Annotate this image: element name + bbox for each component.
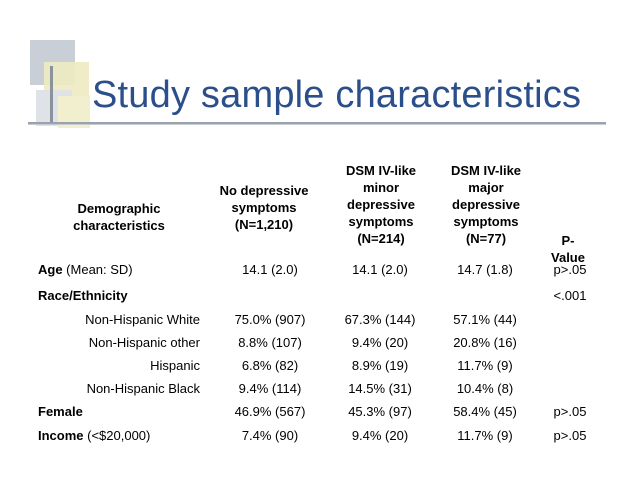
cell-no-depressive: 46.9% (567) [234,404,306,419]
cell-minor: 14.1 (2.0) [352,262,408,277]
cell-p-value: p>.05 [553,428,587,443]
cell-minor: 9.4% (20) [351,335,409,350]
title-underline [28,122,606,124]
header-demographic: Demographic characteristics [73,201,165,233]
row-label: Race/Ethnicity [38,288,128,303]
header-no-depressive: No depressive symptoms (N=1,210) [219,183,309,232]
cell-minor: 14.5% (31) [348,381,412,396]
cell-p-value: p>.05 [553,404,587,419]
cell-no-depressive: 7.4% (90) [241,428,299,443]
row-sublabel: Non-Hispanic other [88,335,200,350]
cell-major: 11.7% (9) [457,358,513,373]
row-sublabel: Non-Hispanic White [85,312,200,327]
cell-no-depressive: 8.8% (107) [238,335,302,350]
row-sublabel: Non-Hispanic Black [86,381,200,396]
title-underline-shadow [28,124,606,125]
cell-major: 58.4% (45) [453,404,517,419]
table-row: Non-Hispanic White 75.0% (907) 67.3% (14… [0,309,638,331]
cell-minor: 9.4% (20) [351,428,409,443]
cell-major: 57.1% (44) [453,312,517,327]
slide-title: Study sample characteristics [92,74,582,116]
table-row: Hispanic 6.8% (82) 8.9% (19) 11.7% (9) [0,355,638,377]
row-sublabel: Hispanic [150,358,200,373]
cell-no-depressive: 14.1 (2.0) [242,262,298,277]
table-row: Income (<$20,000) 7.4% (90) 9.4% (20) 11… [0,425,638,447]
table-row: Female 46.9% (567) 45.3% (97) 58.4% (45)… [0,401,638,423]
header-minor-depressive: DSM IV-like minor depressive symptoms (N… [345,163,417,246]
decor-vertical-rule [50,66,53,122]
row-label: Income (<$20,000) [38,428,151,443]
row-label: Age (Mean: SD) [38,262,133,277]
cell-major: 20.8% (16) [453,335,517,350]
table-row: Age (Mean: SD) 14.1 (2.0) 14.1 (2.0) 14.… [0,259,638,281]
table-row: Non-Hispanic other 8.8% (107) 9.4% (20) … [0,332,638,354]
row-label: Female [38,404,83,419]
table-row: Race/Ethnicity <.001 [0,285,638,307]
header-major-depressive: DSM IV-like major depressive symptoms (N… [450,163,522,246]
cell-minor: 67.3% (144) [344,312,416,327]
cell-p-value: p>.05 [553,262,587,277]
table-row: Non-Hispanic Black 9.4% (114) 14.5% (31)… [0,378,638,400]
cell-major: 11.7% (9) [457,428,513,443]
cell-minor: 8.9% (19) [351,358,409,373]
header-p-value: P-Value [551,233,585,265]
cell-major: 14.7 (1.8) [457,262,513,277]
cell-no-depressive: 6.8% (82) [241,358,299,373]
cell-major: 10.4% (8) [456,381,514,396]
cell-no-depressive: 9.4% (114) [238,381,302,396]
cell-no-depressive: 75.0% (907) [234,312,306,327]
cell-minor: 45.3% (97) [348,404,412,419]
cell-p-value: <.001 [553,288,587,303]
